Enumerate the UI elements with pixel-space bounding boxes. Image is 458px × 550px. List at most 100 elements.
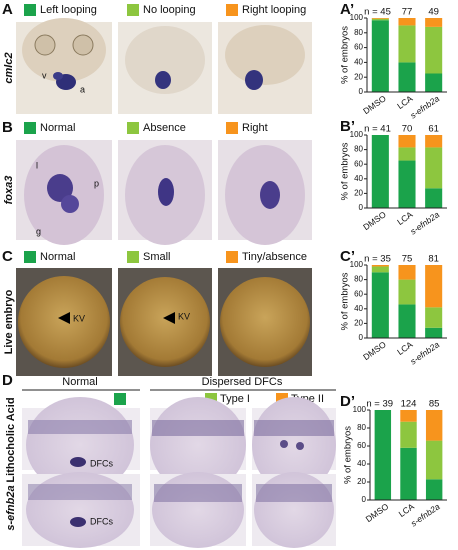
x-tick-label: s-efnb2a [409, 501, 442, 528]
y-tick-label: 20 [354, 72, 363, 81]
y-axis-label: % of embryos [343, 426, 354, 484]
y-tick-label: 80 [354, 145, 363, 154]
y-axis-label: % of embryos [340, 272, 351, 330]
legend-label: Right looping [242, 4, 306, 16]
chart-title: C’ [340, 248, 355, 265]
x-tick-label: DMSO [361, 339, 388, 362]
y-tick-label: 0 [359, 203, 364, 212]
n-label: 77 [402, 7, 413, 18]
y-tick-label: 60 [354, 159, 363, 168]
bar-segment [398, 135, 416, 148]
y-tick-label: 40 [354, 58, 363, 67]
annotation: DFCs [90, 458, 113, 468]
photo [218, 268, 312, 376]
chart-title: D’ [340, 393, 355, 410]
y-tick-label: 20 [357, 477, 366, 486]
x-tick-label: s-efnb2a [408, 93, 441, 120]
bar-segment [398, 18, 416, 26]
n-label: 81 [428, 254, 439, 265]
y-axis-label: % of embryos [340, 26, 351, 84]
x-tick-label: LCA [395, 209, 415, 227]
bar-segment [371, 18, 389, 19]
annotation: v [42, 70, 47, 80]
bar-segment [371, 18, 389, 21]
legend-swatch [127, 4, 139, 16]
legend-swatch [127, 122, 139, 134]
photo [16, 18, 112, 114]
legend-label: No looping [143, 4, 196, 16]
legend-label: Tiny/absence [242, 251, 307, 263]
annotation: KV [73, 313, 85, 323]
legend-swatch [127, 251, 139, 263]
photo [118, 140, 212, 245]
legend-swatch [114, 393, 126, 405]
photo [22, 472, 336, 548]
bar-segment [398, 147, 416, 161]
annotation: DFCs [90, 516, 113, 526]
bar-segment [425, 18, 443, 27]
n-label: n = 39 [366, 399, 393, 410]
panel-label: B [2, 119, 13, 136]
y-tick-label: 60 [357, 441, 366, 450]
panel-label: D [2, 372, 13, 389]
chart-title: B’ [340, 118, 355, 135]
bar-segment [371, 272, 389, 338]
legend-label: Normal [40, 251, 75, 263]
y-tick-label: 0 [362, 495, 367, 504]
bar-segment [398, 279, 416, 305]
y-tick-label: 80 [354, 28, 363, 37]
bar-segment [425, 440, 443, 480]
bar-segment [425, 188, 443, 208]
photo [218, 22, 312, 114]
y-tick-label: 40 [354, 174, 363, 183]
x-tick-label: DMSO [364, 501, 391, 524]
annotation: g [36, 226, 41, 236]
legend-label: Left looping [40, 4, 97, 16]
legend: Normal Absence Right [24, 122, 268, 134]
n-label: n = 41 [364, 124, 391, 135]
bar-segment [374, 410, 392, 500]
chart-title: A’ [340, 1, 354, 18]
legend-swatch [226, 4, 238, 16]
row-label: cmlc2 [3, 52, 15, 83]
y-tick-label: 20 [354, 189, 363, 198]
y-tick-label: 80 [354, 275, 363, 284]
bar-segment [398, 304, 416, 338]
bar-segment [400, 421, 417, 448]
legend-swatch [24, 122, 36, 134]
n-label: n = 45 [364, 7, 391, 18]
charts: A’ % of embryos 0 20 40 60 80 100 n = 45 DMSO 77 LC… [340, 1, 447, 528]
row-label: Lithocholic Acid [5, 397, 17, 482]
bar-segment [425, 73, 443, 92]
bar-segment [371, 135, 389, 208]
y-tick-label: 100 [350, 130, 364, 139]
legend-label: Normal [40, 122, 75, 134]
x-tick-label: LCA [395, 93, 415, 111]
n-label: 70 [402, 124, 413, 135]
bar-segment [398, 265, 416, 280]
bar-segment [371, 265, 389, 267]
bar-segment [425, 135, 443, 148]
x-tick-label: DMSO [361, 93, 388, 116]
y-tick-label: 0 [359, 87, 364, 96]
y-tick-label: 20 [354, 319, 363, 328]
legend-label: Absence [143, 122, 186, 134]
legend-label: Type I [220, 393, 250, 405]
row-label: foxa3 [3, 176, 15, 205]
legend-swatch [226, 122, 238, 134]
n-label: 85 [429, 399, 440, 410]
y-axis-label: % of embryos [340, 142, 351, 200]
legend-swatch [24, 251, 36, 263]
bar-segment [398, 62, 416, 92]
row-label: s-efnb2a [5, 485, 17, 530]
legend: Normal Small Tiny/absence [24, 251, 307, 263]
bar-segment [371, 20, 389, 92]
n-label: 49 [428, 7, 439, 18]
panel-label: C [2, 248, 13, 265]
annotation: KV [178, 311, 190, 321]
bar-segment [425, 26, 443, 74]
y-tick-label: 100 [353, 405, 367, 414]
row-label: Live embryo [3, 289, 15, 354]
y-tick-label: 60 [354, 43, 363, 52]
